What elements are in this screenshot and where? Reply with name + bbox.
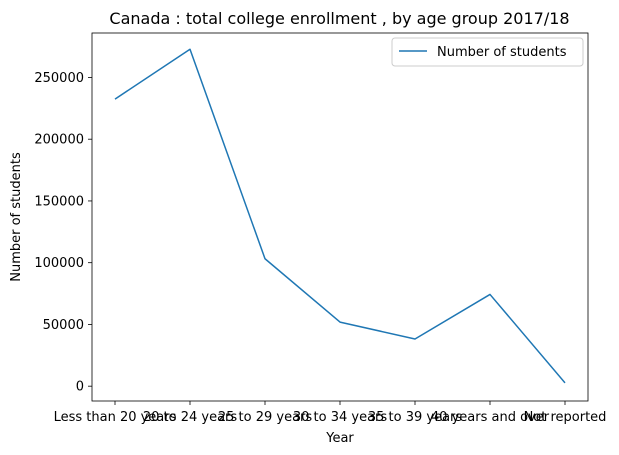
x-tick-label: 40 years and over	[431, 410, 550, 425]
y-axis-label: Number of students	[9, 152, 24, 282]
x-tick-label: 25 to 29 years	[218, 410, 313, 425]
x-tick-label: 30 to 34 years	[293, 410, 388, 425]
y-tick-label: 250000	[34, 71, 84, 86]
y-axis: 0 50000 100000 150000 200000 250000	[34, 71, 92, 395]
legend: Number of students	[391, 37, 584, 67]
legend-label: Number of students	[437, 45, 567, 60]
plot-area	[91, 32, 589, 402]
y-tick-label: 50000	[43, 318, 84, 333]
x-tick-label: 20 to 24 years	[143, 410, 238, 425]
y-tick-label: 100000	[34, 256, 84, 271]
series-line	[114, 48, 566, 384]
x-tick-label: Not reported	[524, 410, 607, 425]
y-tick-label: 150000	[34, 194, 84, 209]
x-tick-label: Less than 20 years	[54, 410, 177, 425]
y-tick-label: 0	[76, 380, 84, 395]
x-tick-label: 35 to 39 years	[368, 410, 463, 425]
legend-box	[391, 37, 584, 67]
x-axis-label: Year	[325, 431, 354, 446]
y-tick-label: 200000	[34, 133, 84, 148]
chart-title: Canada : total college enrollment , by a…	[109, 9, 569, 28]
